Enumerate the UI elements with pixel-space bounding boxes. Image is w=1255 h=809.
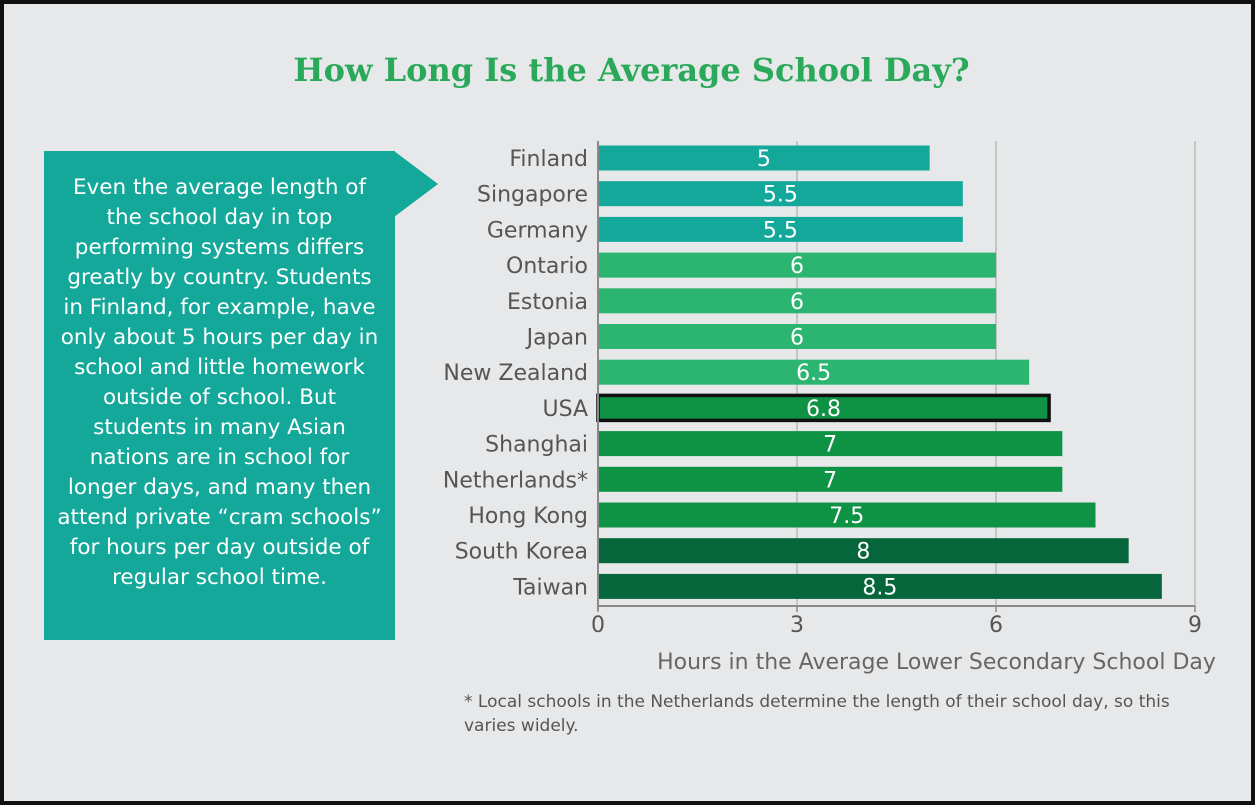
x-tick-label: 9 bbox=[1188, 613, 1202, 638]
data-label: 8 bbox=[856, 540, 870, 565]
data-label: 7.5 bbox=[829, 504, 864, 529]
callout-text: Even the average length of the school da… bbox=[44, 151, 395, 640]
bar-singapore bbox=[598, 181, 963, 207]
category-label: Singapore bbox=[477, 183, 588, 208]
category-label: New Zealand bbox=[443, 361, 588, 386]
category-label: Estonia bbox=[507, 290, 588, 315]
bar-netherlands bbox=[598, 466, 1063, 492]
category-label: USA bbox=[542, 397, 588, 422]
data-label: 6.8 bbox=[806, 397, 841, 422]
bar-taiwan bbox=[598, 573, 1162, 599]
callout-arrow-icon bbox=[394, 151, 438, 217]
category-label: Japan bbox=[525, 326, 588, 351]
category-label: Ontario bbox=[506, 254, 588, 279]
bar-south-korea bbox=[598, 538, 1129, 564]
category-label: Germany bbox=[487, 218, 588, 243]
bar-ontario bbox=[598, 252, 996, 278]
bar-germany bbox=[598, 216, 963, 242]
data-label: 6 bbox=[790, 254, 804, 279]
category-label: Shanghai bbox=[485, 433, 588, 458]
x-tick-label: 6 bbox=[989, 613, 1003, 638]
x-tick-label: 0 bbox=[591, 613, 605, 638]
data-label: 6.5 bbox=[796, 361, 831, 386]
data-label: 5.5 bbox=[763, 218, 798, 243]
data-label: 5.5 bbox=[763, 183, 798, 208]
data-label: 6 bbox=[790, 326, 804, 351]
bar-shanghai bbox=[598, 431, 1063, 457]
data-label: 7 bbox=[823, 433, 837, 458]
category-label: Taiwan bbox=[512, 575, 588, 600]
bar-chart: Finland 5 Singapore 5.5 Germany 5.5 Ontario 6 Es… bbox=[443, 141, 1216, 675]
data-label: 8.5 bbox=[862, 575, 897, 600]
bar-estonia bbox=[598, 288, 996, 314]
page-title: How Long Is the Average School Day? bbox=[293, 51, 970, 89]
category-label: Finland bbox=[509, 147, 588, 172]
footnote: * Local schools in the Netherlands deter… bbox=[464, 692, 1170, 736]
bar-new-zealand bbox=[598, 359, 1030, 385]
category-label: Hong Kong bbox=[468, 504, 588, 529]
bar-japan bbox=[598, 324, 996, 349]
bar-finland bbox=[598, 145, 930, 171]
category-label: South Korea bbox=[455, 540, 588, 565]
data-label: 5 bbox=[757, 147, 771, 172]
category-label: Netherlands* bbox=[443, 468, 588, 493]
x-axis-title: Hours in the Average Lower Secondary Sch… bbox=[657, 650, 1216, 675]
data-label: 6 bbox=[790, 290, 804, 315]
bar-hong-kong bbox=[598, 502, 1096, 528]
data-label: 7 bbox=[823, 468, 837, 493]
x-tick-label: 3 bbox=[790, 613, 804, 638]
callout: Even the average length of the school da… bbox=[44, 151, 438, 640]
